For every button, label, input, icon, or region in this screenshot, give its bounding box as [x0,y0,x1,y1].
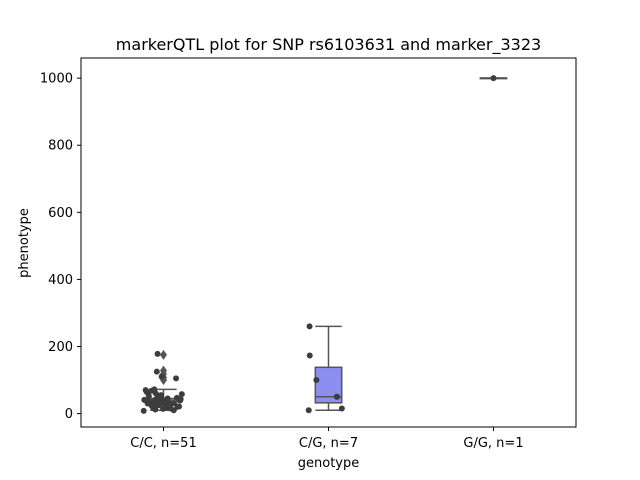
y-tick-label: 200 [48,340,73,355]
data-point [158,373,165,380]
data-point [158,392,165,399]
outlier-marker [160,349,167,360]
x-tick-label: C/C, n=51 [130,436,196,451]
chart-title: markerQTL plot for SNP rs6103631 and mar… [116,35,541,55]
x-tick-label: C/G, n=7 [299,436,358,451]
data-point [313,377,320,384]
data-point [140,407,147,414]
outlier-marker [160,365,167,376]
data-point [173,375,180,382]
axes: 0 200 400 600 800 1000 C/C, n=51 C/G, n=7 G/G, n… [40,72,524,451]
data-point [151,386,158,393]
data-point [154,350,161,357]
plot-area [140,75,508,414]
x-axis-title: genotype [298,456,359,471]
data-point [306,323,313,330]
data-point [178,391,185,398]
data-point [338,405,345,412]
data-point [333,393,340,400]
y-tick-label: 600 [48,206,73,221]
data-point [142,387,149,394]
data-point [153,368,160,375]
data-point [490,75,497,82]
y-tick-label: 800 [48,139,73,154]
data-point [305,407,312,414]
data-point [176,403,183,410]
y-tick-label: 0 [65,407,73,422]
data-point [170,400,177,407]
data-point [173,394,180,401]
data-point [141,396,148,403]
y-tick-label: 1000 [40,72,73,87]
data-point [306,352,313,359]
x-tick-label: G/G, n=1 [463,436,523,451]
data-point [164,395,171,402]
y-tick-label: 400 [48,273,73,288]
y-axis-title: phenotype [17,208,32,278]
